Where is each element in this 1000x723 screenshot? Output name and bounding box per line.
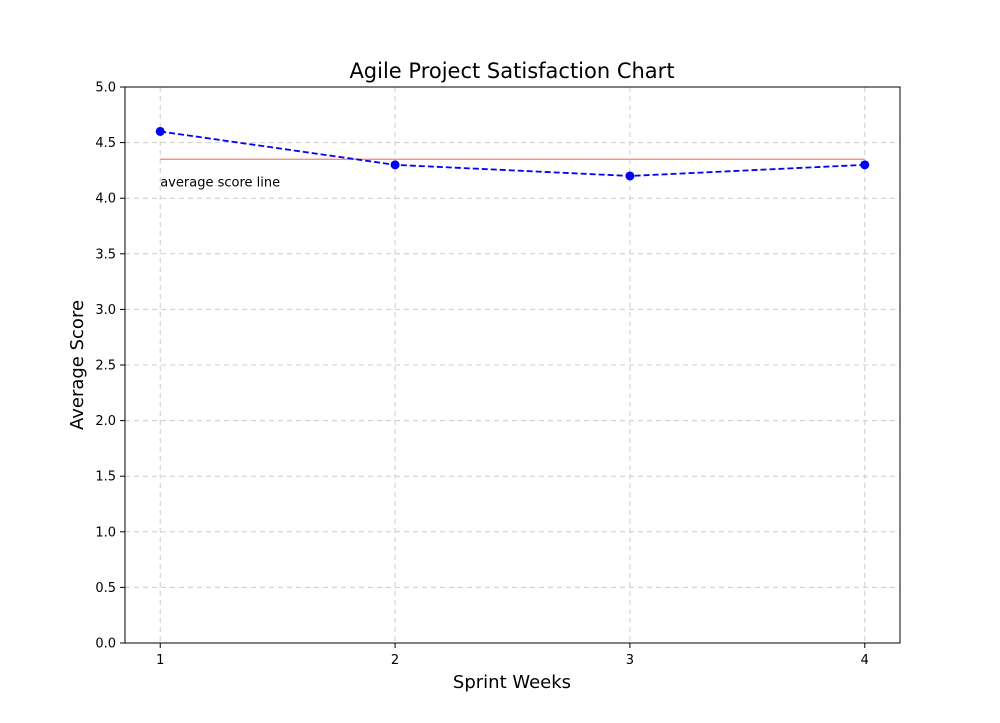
x-tick-label: 3	[626, 653, 634, 668]
y-tick-label: 4.5	[95, 136, 116, 151]
y-axis-label: Average Score	[67, 300, 88, 430]
y-tick-label: 0.5	[95, 581, 116, 596]
y-tick-label: 2.5	[95, 359, 116, 374]
series-layer	[155, 126, 870, 181]
x-axis-label: Sprint Weeks	[453, 672, 571, 693]
y-tick-label: 5.0	[95, 81, 116, 96]
data-point	[390, 160, 400, 170]
y-tick-label: 2.0	[95, 414, 116, 429]
x-tick-label: 4	[861, 653, 869, 668]
chart-title: Agile Project Satisfaction Chart	[349, 59, 674, 83]
annotation-label: average score line	[160, 176, 280, 191]
y-tick-label: 3.0	[95, 303, 116, 318]
tick-layer: 1 2 3 4 0.0 0.5 1.0 1.5 2.0 2.5 3.0 3.5 4.0 4.5 5.0	[95, 81, 869, 669]
series-line	[160, 130, 865, 177]
data-point	[625, 171, 635, 181]
y-tick-label: 4.0	[95, 192, 116, 207]
x-tick-label: 2	[391, 653, 399, 668]
y-tick-label: 1.0	[95, 525, 116, 540]
y-tick-label: 3.5	[95, 247, 116, 262]
data-point	[155, 126, 165, 136]
y-tick-label: 1.5	[95, 470, 116, 485]
x-tick-label: 1	[156, 653, 164, 668]
data-point	[860, 160, 870, 170]
y-tick-label: 0.0	[95, 637, 116, 652]
